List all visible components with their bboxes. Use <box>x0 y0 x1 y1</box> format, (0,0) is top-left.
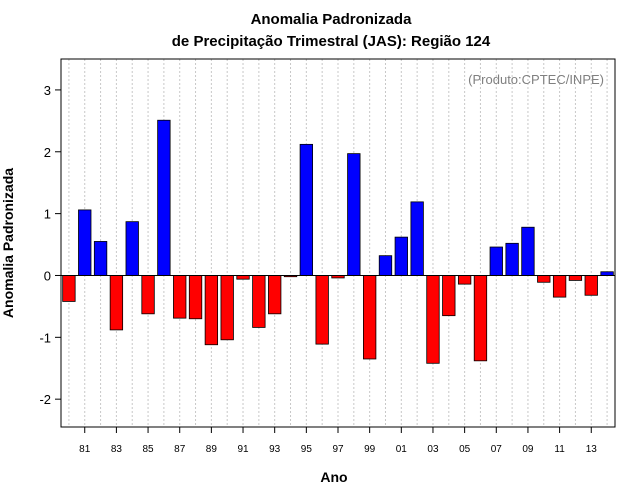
y-axis: -2 -1 0 1 2 3 <box>39 83 61 407</box>
bar-1983 <box>109 275 124 331</box>
x-tick-label: 95 <box>301 444 313 455</box>
y-tick-label: -1 <box>39 330 51 345</box>
x-tick-label: 93 <box>269 444 281 455</box>
bar-1980 <box>62 275 76 302</box>
x-tick-label: 97 <box>332 444 344 455</box>
y-tick-label: 2 <box>44 145 51 160</box>
bar-1986 <box>157 119 171 276</box>
y-tick-label: 1 <box>44 207 51 222</box>
x-tick-label: 01 <box>396 444 408 455</box>
bar-2009 <box>521 226 535 276</box>
x-axis: 81 83 85 87 89 91 93 95 97 99 01 03 05 07 09 11 13 <box>79 427 597 455</box>
bar-1988 <box>188 275 203 320</box>
x-tick-label: 05 <box>459 444 471 455</box>
bar-1981 <box>78 209 92 276</box>
y-axis-label: Anomalia Padronizada <box>0 168 16 318</box>
x-tick-label: 91 <box>237 444 249 455</box>
x-tick-label: 09 <box>522 444 534 455</box>
bar-2005 <box>457 275 472 285</box>
bar-2008 <box>505 242 519 276</box>
bar-1995 <box>299 143 313 276</box>
bar-2002 <box>410 201 424 276</box>
bar-1999 <box>363 275 377 360</box>
chart-subtitle: de Precipitação Trimestral (JAS): Região… <box>172 33 491 50</box>
y-tick-label: 0 <box>44 268 51 283</box>
x-tick-label: 99 <box>364 444 376 455</box>
x-tick-label: 85 <box>142 444 154 455</box>
bars <box>62 119 614 364</box>
bar-1993 <box>268 275 282 315</box>
bar-2001 <box>394 236 408 276</box>
bar-1985 <box>141 275 155 315</box>
bar-2000 <box>378 255 393 276</box>
bar-2012 <box>568 275 583 281</box>
bar-1996 <box>315 275 329 345</box>
x-axis-label: Ano <box>320 469 347 485</box>
x-tick-label: 89 <box>206 444 218 455</box>
source-annotation: (Produto:CPTEC/INPE) <box>468 72 604 87</box>
bar-2003 <box>426 275 440 364</box>
bar-1984 <box>125 221 139 276</box>
y-tick-label: -2 <box>39 392 51 407</box>
x-tick-label: 13 <box>586 444 598 455</box>
bar-1990 <box>220 275 234 341</box>
bar-2010 <box>537 275 551 283</box>
bar-1987 <box>173 275 187 319</box>
bar-1998 <box>347 153 361 276</box>
bar-2014 <box>600 271 614 276</box>
bar-2004 <box>442 275 456 317</box>
x-tick-label: 87 <box>174 444 186 455</box>
x-tick-label: 07 <box>491 444 503 455</box>
bar-2013 <box>584 275 598 296</box>
chart-title: Anomalia Padronizada <box>251 11 413 28</box>
y-tick-label: 3 <box>44 83 51 98</box>
bar-1982 <box>93 241 108 276</box>
bar-1989 <box>204 275 219 346</box>
x-tick-label: 81 <box>79 444 91 455</box>
bar-2007 <box>489 246 503 276</box>
x-tick-label: 83 <box>111 444 123 455</box>
x-tick-label: 11 <box>554 444 565 455</box>
bar-2011 <box>552 275 567 298</box>
bar-1991 <box>236 275 250 280</box>
bar-2006 <box>473 275 488 362</box>
x-tick-label: 03 <box>427 444 439 455</box>
bar-1992 <box>252 275 266 328</box>
